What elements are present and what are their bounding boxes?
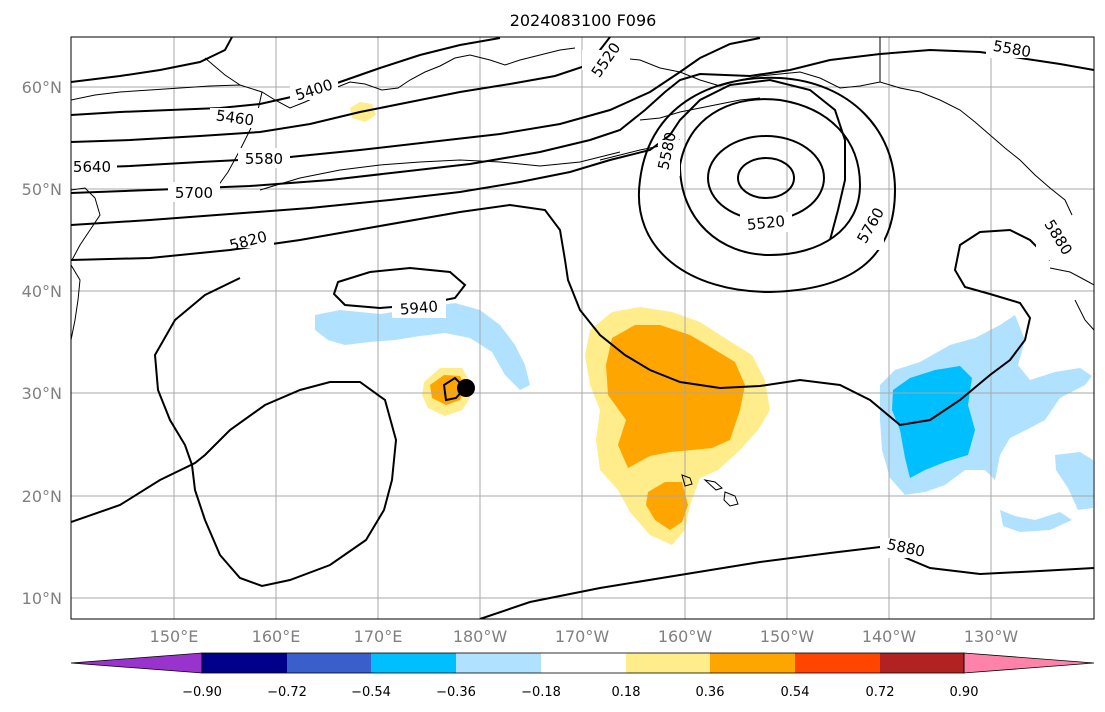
lon-label-160e: 160°E xyxy=(252,627,301,646)
colorbar-tick-label: −0.72 xyxy=(267,685,307,700)
colorbar-segment xyxy=(456,653,541,673)
latitude-labels: 60°N 50°N 40°N 30°N 20°N 10°N xyxy=(22,78,62,608)
colorbar-segment xyxy=(287,653,371,673)
contour-label-5700: 5700 xyxy=(175,184,213,202)
lat-label-40n: 40°N xyxy=(22,282,62,301)
light-blue-patch-southeast xyxy=(1055,452,1093,510)
lat-label-60n: 60°N xyxy=(22,78,62,97)
lat-label-50n: 50°N xyxy=(22,180,62,199)
lon-label-170e: 170°E xyxy=(354,627,403,646)
contour-label-5940: 5940 xyxy=(399,297,439,318)
colorbar-tick-label: 0.90 xyxy=(950,685,979,700)
colorbar-frame xyxy=(201,652,965,674)
colorbar-tick-label: −0.54 xyxy=(351,685,391,700)
lat-label-10n: 10°N xyxy=(22,589,62,608)
plot-area: 5400 5460 5520 5580 5580 5580 5640 5700 … xyxy=(71,37,1094,619)
colorbar-extend-right xyxy=(963,652,1095,674)
lon-label-150e: 150°E xyxy=(150,627,199,646)
orange-region-south xyxy=(646,482,688,530)
colorbar-tick-labels: −0.90 −0.72 −0.54 −0.36 −0.18 0.18 0.36 … xyxy=(182,685,978,700)
map-title: 2024083100 F096 xyxy=(510,11,657,30)
plot-frame xyxy=(70,36,1095,620)
gridlines xyxy=(71,37,1094,619)
lon-label-150w: 150°W xyxy=(760,627,815,646)
colorbar-tick-label: −0.90 xyxy=(182,685,222,700)
coastlines xyxy=(71,37,1094,507)
colorbar-tick-label: 0.72 xyxy=(866,685,895,700)
lat-label-30n: 30°N xyxy=(22,384,62,403)
contour-label-5640: 5640 xyxy=(73,158,111,176)
colorbar-tick-label: 0.18 xyxy=(612,685,641,700)
storm-marker-dot xyxy=(457,379,475,397)
colorbar-segment xyxy=(371,653,456,673)
colorbar-tick-label: −0.18 xyxy=(521,685,561,700)
light-blue-patch-south xyxy=(1000,510,1072,532)
colorbar-segment xyxy=(795,653,880,673)
contour-labels: 5400 5460 5520 5580 5580 5580 5640 5700 … xyxy=(71,37,1076,561)
lon-label-130w: 130°W xyxy=(964,627,1019,646)
colorbar-segment xyxy=(880,653,964,673)
longitude-labels: 150°E 160°E 170°E 180°W 170°W 160°W 150°… xyxy=(150,627,1019,646)
colorbar-extend-left xyxy=(70,652,203,674)
contour-label-5580-west: 5580 xyxy=(245,150,283,168)
lon-label-170w: 170°W xyxy=(555,627,610,646)
colorbar-tick-label: −0.36 xyxy=(436,685,476,700)
colorbar-tick-label: 0.54 xyxy=(781,685,810,700)
colorbar-segment xyxy=(202,653,287,673)
light-blue-band-west xyxy=(315,303,530,390)
contour-label-5400: 5400 xyxy=(293,76,335,105)
colorbar-segment xyxy=(626,653,710,673)
lon-label-180w: 180°W xyxy=(453,627,508,646)
lon-label-140w: 140°W xyxy=(862,627,917,646)
blue-region-east xyxy=(892,366,975,478)
colorbar-segment xyxy=(541,653,626,673)
colorbar: −0.90 −0.72 −0.54 −0.36 −0.18 0.18 0.36 … xyxy=(70,652,1095,700)
colorbar-segment xyxy=(710,653,795,673)
contour-label-5520-low: 5520 xyxy=(746,212,786,234)
lon-label-160w: 160°W xyxy=(658,627,713,646)
contour-label-5460: 5460 xyxy=(215,106,255,129)
colorbar-tick-label: 0.36 xyxy=(696,685,725,700)
lat-label-20n: 20°N xyxy=(22,487,62,506)
anomaly-fills xyxy=(315,102,1093,545)
orange-region xyxy=(606,325,745,468)
